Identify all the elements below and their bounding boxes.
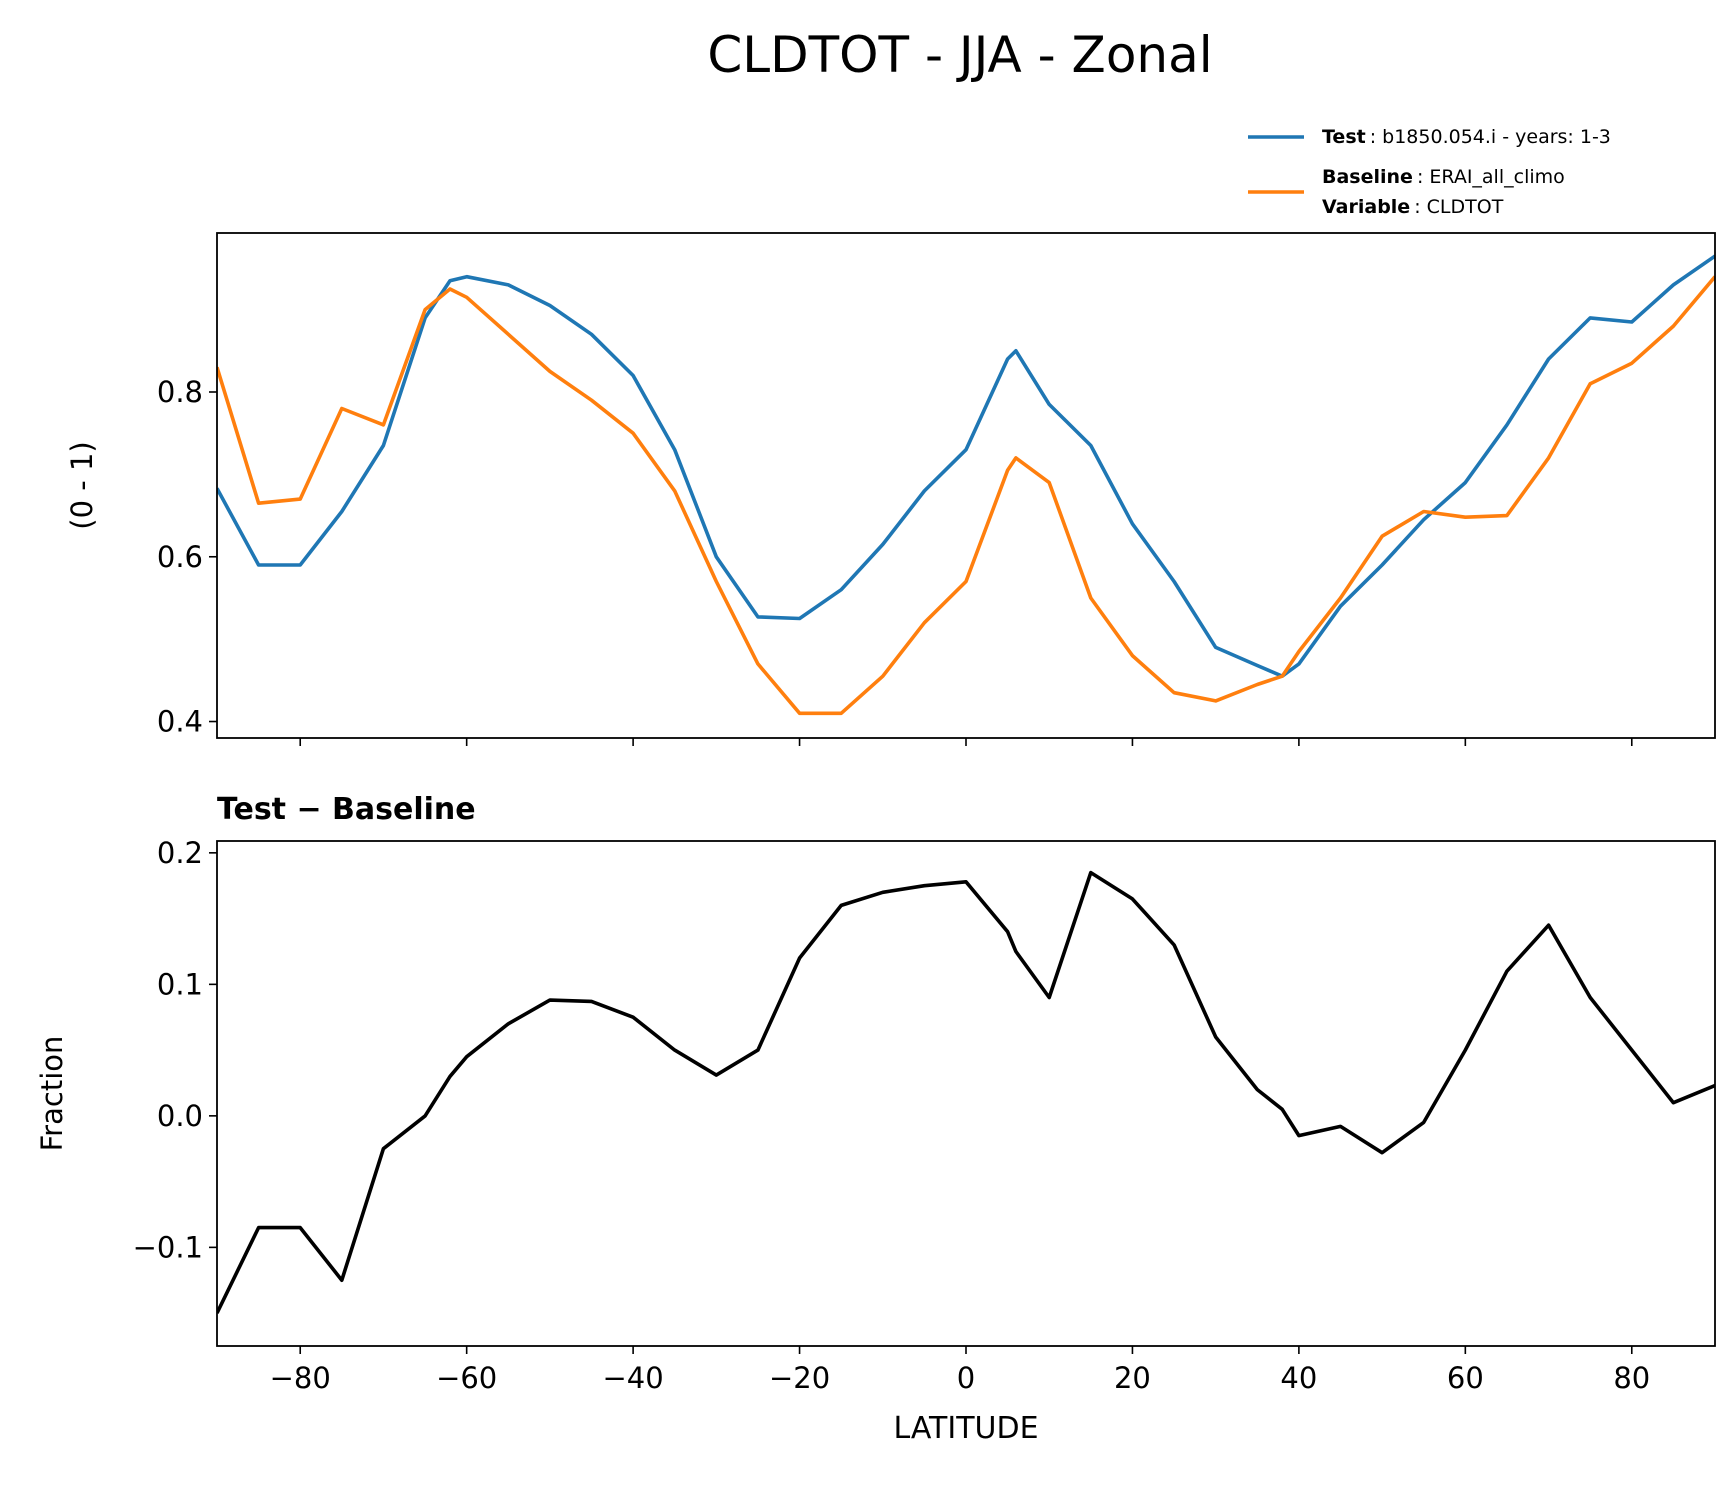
legend-description: : b1850.054.i - years: 1-3 bbox=[1370, 126, 1611, 148]
y-axis-label: (0 - 1) bbox=[65, 441, 99, 529]
x-tick-label: −80 bbox=[270, 1361, 331, 1395]
legend-name: Test bbox=[1322, 126, 1366, 148]
y-axis-label: Fraction bbox=[35, 1036, 69, 1152]
y-tick-label: 0.2 bbox=[157, 836, 203, 870]
axes-frame bbox=[216, 232, 1716, 739]
subplot-title: Test − Baseline bbox=[217, 792, 476, 827]
legend-note-label: Variable bbox=[1322, 196, 1410, 218]
x-tick-label: −60 bbox=[436, 1361, 497, 1395]
data-line bbox=[217, 870, 1715, 1314]
legend-note: Variable: CLDTOT bbox=[1322, 196, 1504, 218]
legend-name: Baseline bbox=[1322, 166, 1413, 188]
x-tick-label: 80 bbox=[1613, 1361, 1650, 1395]
y-tick-label: 0.6 bbox=[157, 540, 203, 574]
x-tick-label: 40 bbox=[1280, 1361, 1317, 1395]
figure-title: CLDTOT - JJA - Zonal bbox=[707, 26, 1212, 84]
y-tick-label: 0.1 bbox=[157, 967, 203, 1001]
y-tick-label: 0.8 bbox=[157, 375, 203, 409]
y-tick-label: −0.1 bbox=[133, 1230, 203, 1264]
legend-label: Baseline: ERAI_all_climo bbox=[1322, 166, 1565, 188]
legend-note-text: : CLDTOT bbox=[1414, 196, 1503, 218]
data-line bbox=[217, 254, 1715, 678]
x-tick-label: 0 bbox=[957, 1361, 975, 1395]
axes-frame bbox=[216, 840, 1716, 1347]
x-tick-label: 20 bbox=[1114, 1361, 1151, 1395]
x-tick-label: −40 bbox=[603, 1361, 664, 1395]
legend-description: : ERAI_all_climo bbox=[1417, 166, 1565, 188]
legend-label: Test: b1850.054.i - years: 1-3 bbox=[1322, 126, 1611, 148]
y-tick-label: 0.4 bbox=[157, 705, 203, 739]
x-tick-label: 60 bbox=[1447, 1361, 1484, 1395]
x-axis-label: LATITUDE bbox=[893, 1411, 1038, 1446]
y-tick-label: 0.0 bbox=[157, 1099, 203, 1133]
data-line bbox=[217, 275, 1715, 716]
x-tick-label: −20 bbox=[769, 1361, 830, 1395]
